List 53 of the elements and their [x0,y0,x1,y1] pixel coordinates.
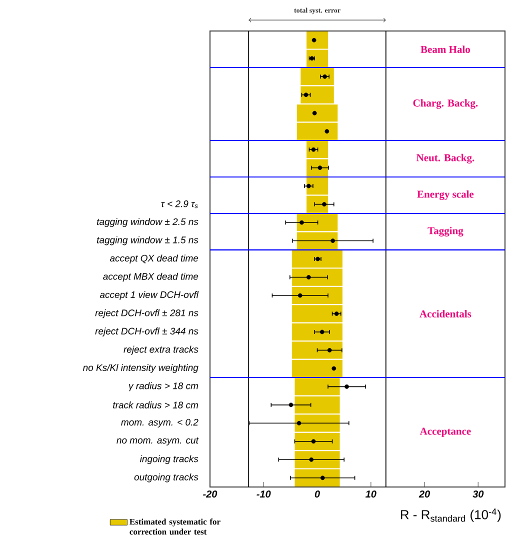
point [298,293,302,298]
point [324,129,330,134]
x-axis-title: R - R$_{standard}$ (10$^{-4}$) [400,508,501,522]
point [311,147,316,152]
point [288,402,294,408]
point [320,330,324,334]
legend-label: Estimated systematic for correction under test [130,518,220,535]
point [327,348,332,352]
x-tick-label: 30 [472,490,484,498]
point [300,220,304,225]
point [304,92,308,98]
point [322,74,327,79]
y-tick-label: accept QX dead time [110,254,198,264]
x-tick-label: -20 [203,490,218,498]
point [332,366,336,371]
point [309,457,314,462]
annotation: Energy scale [417,190,474,200]
y-tick-label: τ < 2.9 τ$_{s}$ [161,200,198,208]
point [334,312,339,316]
point [296,420,302,426]
y-tick-label: tagging window ± 1.5 ns [97,236,198,246]
y-tick-label: reject DCH-ovfl ± 281 ns [95,309,198,318]
point [344,384,349,389]
y-tick-label: mom. asym. < 0.2 [121,418,198,428]
point [318,166,322,170]
annotation: Beam Halo [420,46,470,53]
x-tick-label: 20 [418,490,430,498]
y-tick-label: outgoing tracks [134,473,198,482]
y-tick-label: tagging window ± 2.5 ns [97,218,198,227]
point [320,476,325,480]
y-tick-label: accept MBX dead time [103,272,198,282]
y-tick-label: ingoing tracks [140,455,198,464]
point [330,238,336,243]
y-tick-label: no mom. asym. cut [116,437,199,446]
point [312,110,317,116]
x-tick-label: 10 [365,490,376,498]
y-tick-label: track radius > 18 cm [113,401,198,408]
y-tick-label: γ radius > 18 cm [129,382,198,392]
y-tick-label: reject DCH-ovfl ± 344 ns [95,328,198,336]
annotation: Charg. Backg. [413,99,478,109]
annotation: Tagging [428,226,464,236]
point [311,439,316,444]
y-tick-label: reject extra tracks [124,346,198,355]
annotation: Acceptance [420,428,471,437]
point [312,38,316,42]
annotation: Accidentals [420,310,472,318]
x-tick-label: 0 [314,490,320,498]
point [306,275,311,280]
annotation: Neut. Backg. [416,154,474,164]
y-tick-label: accept 1 view DCH-ovfl [100,291,199,300]
x-tick-label: -10 [256,490,271,498]
y-tick-label: no Ks/Kl intensity weighting [82,364,198,373]
point [322,202,326,206]
